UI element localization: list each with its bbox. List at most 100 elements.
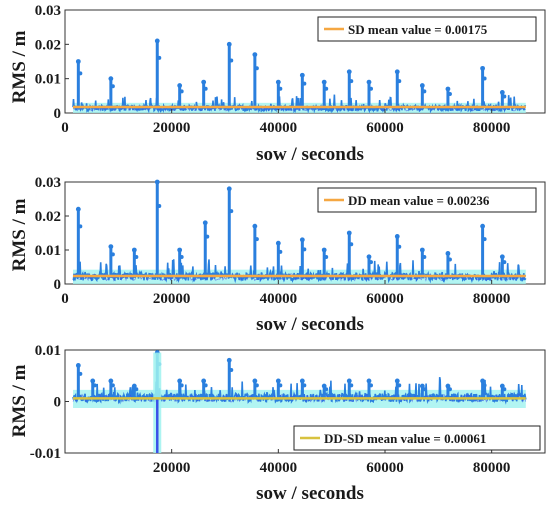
spike-point: [154, 179, 160, 185]
spike-point: [275, 378, 281, 384]
spike-point: [177, 247, 183, 253]
y-tick-label: -0.01: [30, 446, 61, 462]
legend-label: SD mean value = 0.00175: [348, 22, 488, 37]
spike-point: [321, 383, 327, 389]
y-tick-label: 0.01: [35, 243, 61, 259]
x-axis-label: sow / seconds: [256, 483, 364, 504]
spike-point: [75, 59, 81, 64]
spike-point: [445, 251, 451, 256]
spike-point: [422, 254, 427, 259]
y-tick-label: 0: [54, 277, 62, 293]
spike-point: [229, 209, 234, 214]
x-tick-label: 20000: [153, 460, 191, 476]
legend-box: [317, 187, 537, 213]
spike-point: [302, 81, 307, 86]
spike-point: [299, 378, 305, 384]
spike-point: [131, 383, 137, 389]
spike-point: [445, 383, 451, 389]
y-tick-label: 0: [54, 395, 62, 411]
spike-point: [177, 378, 183, 384]
y-tick-label: 0.02: [35, 37, 61, 53]
spike-point: [422, 387, 427, 392]
spike-point: [78, 371, 83, 376]
spike-point: [419, 383, 425, 389]
spike-point: [397, 244, 402, 249]
x-tick-label: 80000: [473, 291, 511, 307]
spike-point: [346, 69, 352, 75]
x-tick-label: 80000: [473, 460, 511, 476]
spike-point: [110, 252, 115, 257]
spike-point: [254, 383, 259, 388]
spike-point: [229, 367, 234, 372]
dd-sd-difference-panel: RMS / m sow / seconds 20000 40000 60000 800…: [9, 343, 546, 504]
y-tick-label: 0.01: [35, 72, 61, 88]
spike-point: [302, 383, 307, 388]
spike-point: [252, 52, 258, 58]
legend-box: [293, 425, 541, 451]
spike-point: [278, 249, 283, 254]
x-tick-label: 80000: [473, 120, 511, 136]
spike-point: [275, 240, 281, 246]
spike-point: [394, 69, 400, 75]
y-axis-label: RMS / m: [9, 364, 30, 437]
spike-point: [108, 244, 114, 250]
spike-point: [278, 383, 283, 388]
x-tick-label: 60000: [366, 291, 404, 307]
spike-point: [394, 234, 400, 239]
spike-point: [349, 383, 354, 388]
spike-point: [482, 76, 487, 81]
spike-point: [499, 383, 505, 389]
spike-point: [157, 55, 162, 60]
spike-point: [445, 86, 451, 92]
spike-point: [154, 38, 160, 44]
spike-point: [321, 247, 327, 253]
spike-point: [278, 86, 283, 91]
spike-point: [349, 242, 354, 247]
spike-point: [78, 224, 83, 229]
spike-point: [502, 387, 507, 392]
x-tick-label: 60000: [366, 120, 404, 136]
spike-point: [226, 186, 232, 192]
spike-point: [92, 383, 97, 388]
x-axis-label: sow / seconds: [256, 144, 364, 165]
spike-point: [205, 234, 210, 239]
spike-point: [447, 91, 452, 96]
spike-point: [179, 383, 184, 388]
spike-point: [78, 71, 83, 76]
spike-point: [201, 79, 207, 85]
spike-point: [369, 383, 373, 388]
spike-point: [324, 254, 329, 259]
spike-point: [366, 79, 372, 85]
spike-point: [422, 89, 427, 94]
spike-point: [499, 254, 505, 260]
x-tick-label: 20000: [153, 120, 191, 136]
spike-point: [499, 90, 505, 95]
x-tick-label: 0: [61, 291, 69, 307]
legend-label: DD-SD mean value = 0.00061: [324, 431, 486, 446]
spike-point: [229, 58, 234, 63]
spike-point: [346, 378, 352, 384]
spike-point: [369, 260, 373, 265]
y-tick-label: 0.03: [35, 3, 61, 19]
spike-point: [480, 65, 485, 71]
x-tick-label: 20000: [153, 291, 191, 307]
spike-point: [275, 79, 281, 85]
spike-point: [252, 378, 258, 384]
x-tick-label: 60000: [366, 460, 404, 476]
spike-point: [75, 206, 81, 212]
spike-point: [302, 247, 307, 252]
secondary-series-line: [72, 104, 526, 112]
spike-point: [397, 79, 402, 84]
spike-point: [366, 254, 372, 260]
y-tick-label: 0.01: [35, 343, 61, 359]
spike-point: [177, 83, 183, 88]
spike-point: [90, 378, 96, 384]
y-tick-label: 0.03: [35, 175, 61, 191]
legend-box: [317, 16, 537, 42]
spike-point: [179, 89, 184, 94]
x-tick-label: 40000: [260, 120, 298, 136]
spike-point: [134, 387, 139, 392]
spike-point: [394, 378, 400, 384]
spike-point: [482, 237, 487, 242]
